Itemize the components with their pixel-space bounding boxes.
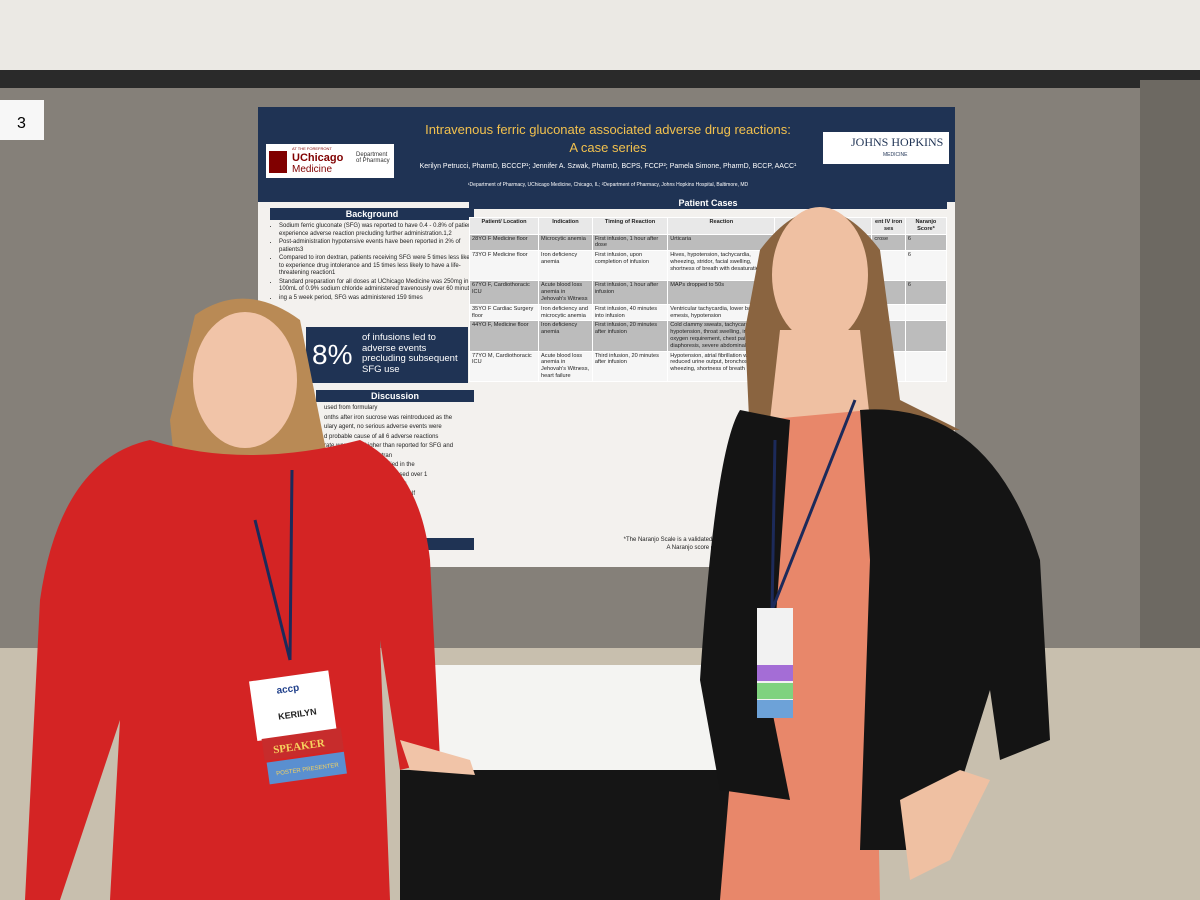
background-bullet: Sodium ferric gluconate (SFG) was report… (279, 223, 479, 238)
jacket-right (860, 409, 1050, 850)
logo-tag: AT THE FOREFRONT (292, 146, 332, 151)
logo-shield (269, 151, 287, 173)
jacket-left (700, 410, 790, 800)
jhm-name: JOHNS HOPKINS (851, 135, 944, 149)
case-cell: Third infusion, 20 minutes after infusio… (591, 350, 669, 382)
board-frame (0, 70, 1200, 90)
background-bullet: Post-administration hypotensive events h… (279, 239, 479, 254)
stat-value: 8% (312, 339, 353, 370)
board-number-card (0, 100, 44, 140)
affiliations: ¹Department of Pharmacy, UChicago Medici… (467, 182, 749, 188)
board-number: 3 (17, 115, 26, 132)
hand-right (900, 770, 990, 880)
face-right (772, 207, 868, 343)
case-cell: 28YO F Medicine floor (468, 233, 540, 252)
neck-right (770, 330, 870, 420)
lanyard-right (770, 399, 857, 611)
badge-ribbon (266, 751, 347, 785)
background-heading: Background (270, 208, 474, 220)
case-cell: Acute blood loss anemia in Jehovah's Wit… (538, 350, 593, 382)
table-skirt (400, 770, 730, 900)
logo-name: Medicine (292, 164, 333, 175)
jhm-logo: JOHNS HOPKINS MEDICINE (823, 132, 949, 164)
case-cell: Iron deficiency anemia (538, 250, 593, 282)
authors: Kerilyn Petrucci, PharmD, BCCCP¹; Jennif… (419, 163, 797, 170)
jhm-sub: MEDICINE (883, 152, 908, 158)
case-cell (904, 350, 948, 382)
badge-right-ribbon (757, 665, 793, 681)
case-cell: 6 (904, 250, 948, 282)
background-list: Sodium ferric gluconate (SFG) was report… (270, 223, 479, 303)
logo-dept: Department of Pharmacy (356, 152, 390, 164)
background-bullet: Compared to iron dextran, patients recei… (279, 255, 479, 278)
lanyard-left (253, 469, 294, 661)
ceiling (0, 0, 1200, 80)
background-bullet: Standard preparation for all doses at UC… (279, 279, 479, 294)
logo-name: UChicago (292, 152, 344, 164)
badge-card (249, 670, 337, 741)
badge-right-ribbon (757, 700, 793, 718)
face-left (193, 312, 297, 448)
case-cell: Acute blood loss anemia in Jehovah's Wit… (538, 280, 593, 305)
case-cell: First infusion, 20 minutes after infusio… (591, 320, 669, 352)
case-cell: 6 (904, 280, 948, 305)
case-cell: 73YO F Medicine floor (468, 250, 540, 282)
stat-box: 8% of infusions led to adverse events pr… (306, 327, 468, 383)
background-bullet: ing a 5 week period, SFG was administere… (279, 295, 479, 303)
case-cell: 44YO F, Medicine floor (468, 320, 540, 352)
poster-subtitle: A case series (569, 140, 647, 155)
case-cell: First infusion, 40 minutes into infusion (591, 303, 669, 322)
case-cell: 77YO M, Cardiothoracic ICU (468, 350, 540, 382)
uchicago-logo: AT THE FOREFRONT UChicago Medicine Depar… (266, 144, 394, 178)
column-header: Naranjo Score* (904, 217, 948, 235)
poster-title-block: Intravenous ferric gluconate associated … (398, 121, 818, 157)
discussion-line: d probable cause of all 6 adverse reacti… (324, 433, 439, 440)
cases-heading: Patient Cases (469, 197, 947, 209)
badge-role-bar (261, 727, 344, 761)
discussion-line: rate was much higher than reported for S… (324, 443, 454, 449)
discussion-heading: Discussion (316, 390, 474, 402)
stat-text: of infusions led to adverse events precl… (362, 332, 458, 375)
column-header: Indication (538, 217, 593, 235)
discussion-line: onths after iron sucrose was reintroduce… (324, 414, 453, 421)
column-header: Timing of Reaction (591, 217, 669, 235)
discussion-line: ulary agent, no serious adverse events w… (324, 424, 442, 430)
case-cell: 67YO F, Cardiothoracic ICU (468, 280, 540, 305)
badge-right (757, 608, 793, 718)
poster-title: Intravenous ferric gluconate associated … (425, 122, 791, 137)
case-cell: 35YO F Cardiac Surgery floor (468, 303, 540, 322)
column-header: Patient/ Location (468, 217, 540, 235)
case-cell: First infusion, 1 hour after infusion (591, 280, 669, 305)
red-top (25, 440, 440, 900)
case-cell (904, 320, 948, 352)
hand-left (400, 740, 475, 775)
badge-org: accp (276, 683, 300, 697)
column-header: ent IV iron ses (871, 217, 906, 235)
case-cell: Iron deficiency and microcytic anemia (538, 303, 593, 322)
case-cell: First infusion, upon completion of infus… (591, 250, 669, 282)
table-cloth (410, 665, 720, 775)
badge-right-ribbon (757, 683, 793, 699)
case-cell (904, 303, 948, 322)
discussion-line: used from formulary (324, 405, 378, 411)
